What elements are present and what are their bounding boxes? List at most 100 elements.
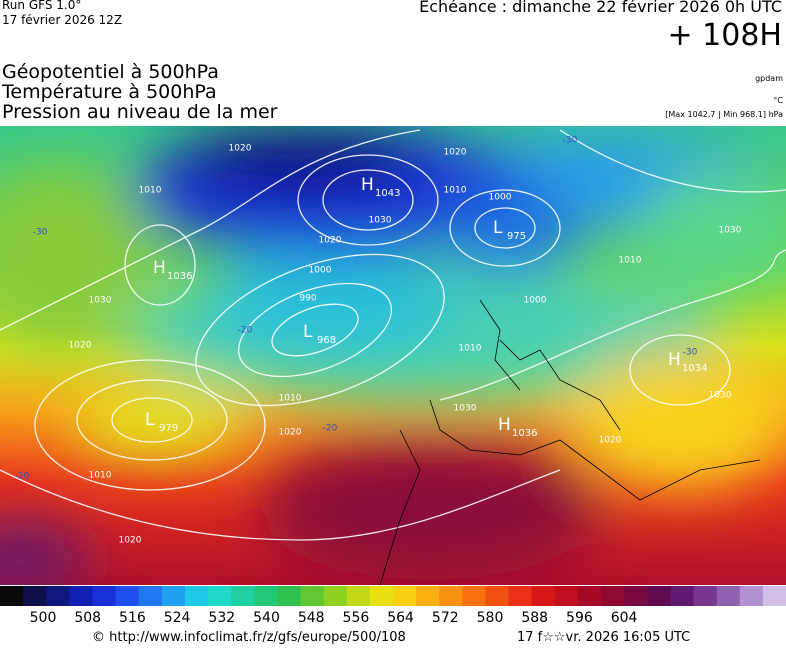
isobar-label: 1030 <box>709 391 732 401</box>
colorbar-label: 508 <box>74 610 101 626</box>
colorbar-swatch <box>439 586 463 606</box>
colorbar-swatch <box>693 586 718 606</box>
center-letter: H <box>361 175 374 195</box>
colorbar-swatch <box>254 586 278 606</box>
unit: °C <box>773 96 783 105</box>
colorbar-swatch <box>346 586 371 606</box>
isobar-label: 1030 <box>89 296 112 306</box>
colorbar-label: 564 <box>387 610 414 626</box>
colorbar-label: 604 <box>611 610 638 626</box>
footer-url: © http://www.infoclimat.fr/z/gfs/europe/… <box>92 630 406 645</box>
colorbar-swatch <box>184 586 209 606</box>
isobar-label: 1000 <box>309 266 332 276</box>
colorbar: 500 508 516 524 532 540 548 556 564 572 580 588 596 6… <box>0 586 786 626</box>
isobar-label: 1010 <box>619 256 642 266</box>
colorbar-swatch <box>462 586 486 606</box>
run-date: 17 février 2026 12Z <box>2 13 123 27</box>
isobar-label: 1030 <box>719 226 742 236</box>
center-letter: L <box>303 322 313 342</box>
colorbar-label: 524 <box>164 610 191 626</box>
colorbar-swatch <box>161 586 186 606</box>
colorbar-swatch <box>138 586 163 606</box>
isobar-label: 1000 <box>524 296 547 306</box>
center-pressure: 1043 <box>375 188 400 199</box>
isobar-label: 1020 <box>119 536 142 546</box>
isobar-label: 1010 <box>444 186 467 196</box>
isotherm-label: -30 <box>563 136 578 146</box>
colorbar-swatch <box>554 586 579 606</box>
isotherm-label: -20 <box>323 424 338 434</box>
title: Pression au niveau de la mer <box>2 101 278 123</box>
colorbar-swatch <box>485 586 510 606</box>
isobar-label: 1020 <box>229 144 252 154</box>
center-pressure: 975 <box>507 231 526 242</box>
lead-time: + 108H <box>667 18 783 53</box>
center-letter: H <box>153 258 166 278</box>
isobar-label: 990 <box>299 294 316 304</box>
colorbar-swatch <box>624 586 648 606</box>
footer-date: 17 f☆☆vr. 2026 16:05 UTC <box>517 630 691 645</box>
map-field <box>0 126 786 585</box>
isobar-label: 1020 <box>599 436 622 446</box>
center-pressure: 968 <box>317 335 336 346</box>
center-letter: H <box>498 415 511 435</box>
colorbar-swatch <box>577 586 602 606</box>
unit: gpdam <box>755 74 783 83</box>
colorbar-swatch <box>92 586 117 606</box>
center-pressure: 1034 <box>682 363 707 374</box>
run-label: Run GFS 1.0° <box>2 0 82 12</box>
colorbar-label: 500 <box>30 610 57 626</box>
center-letter: L <box>145 410 155 430</box>
isotherm-label: -20 <box>238 326 253 336</box>
colorbar-label: 572 <box>432 610 459 626</box>
colorbar-swatch <box>739 586 764 606</box>
colorbar-swatch <box>323 586 348 606</box>
colorbar-swatch <box>531 586 556 606</box>
isobar-label: 1020 <box>444 148 467 158</box>
colorbar-swatch <box>300 586 325 606</box>
isobar-label: 1030 <box>454 404 477 414</box>
colorbar-swatch <box>716 586 741 606</box>
colorbar-swatch <box>231 586 255 606</box>
colorbar-swatch <box>23 586 47 606</box>
colorbar-swatch <box>416 586 440 606</box>
title: Température à 500hPa <box>2 81 217 103</box>
title: Géopotentiel à 500hPa <box>2 61 219 83</box>
valid-time: Echéance : dimanche 22 février 2026 0h U… <box>419 0 782 16</box>
colorbar-label: 588 <box>521 610 548 626</box>
colorbar-swatch <box>601 586 625 606</box>
isotherm-label: -30 <box>33 228 48 238</box>
isobar-label: 1010 <box>279 394 302 404</box>
colorbar-swatch <box>508 586 533 606</box>
isotherm-label: -30 <box>683 348 698 358</box>
colorbar-swatch <box>46 586 70 606</box>
colorbar-label: 540 <box>253 610 280 626</box>
center-pressure: 979 <box>159 423 178 434</box>
colorbar-label: 596 <box>566 610 593 626</box>
colorbar-label: 580 <box>477 610 504 626</box>
colorbar-swatch <box>670 586 695 606</box>
isobar-label: 1000 <box>489 193 512 203</box>
isobar-label: 1020 <box>319 236 342 246</box>
colorbar-swatch <box>0 586 24 606</box>
center-letter: H <box>668 350 681 370</box>
colorbar-label: 532 <box>208 610 235 626</box>
isobar-label: 1010 <box>89 471 112 481</box>
colorbar-label: 516 <box>119 610 146 626</box>
colorbar-swatch <box>393 586 417 606</box>
center-letter: L <box>493 218 503 238</box>
isobar-label: 1020 <box>69 341 92 351</box>
colorbar-label: 548 <box>298 610 325 626</box>
isobar-label: 1010 <box>459 344 482 354</box>
center-pressure: 1036 <box>512 428 537 439</box>
isobar-label: 1030 <box>369 216 392 226</box>
colorbar-label: 556 <box>343 610 370 626</box>
center-pressure: 1036 <box>167 271 192 282</box>
colorbar-swatch <box>762 586 786 606</box>
pressure-range: [Max 1042.7 | Min 968.1] hPa <box>665 110 783 119</box>
colorbar-swatch <box>208 586 232 606</box>
colorbar-swatch <box>277 586 302 606</box>
colorbar-swatch <box>369 586 394 606</box>
